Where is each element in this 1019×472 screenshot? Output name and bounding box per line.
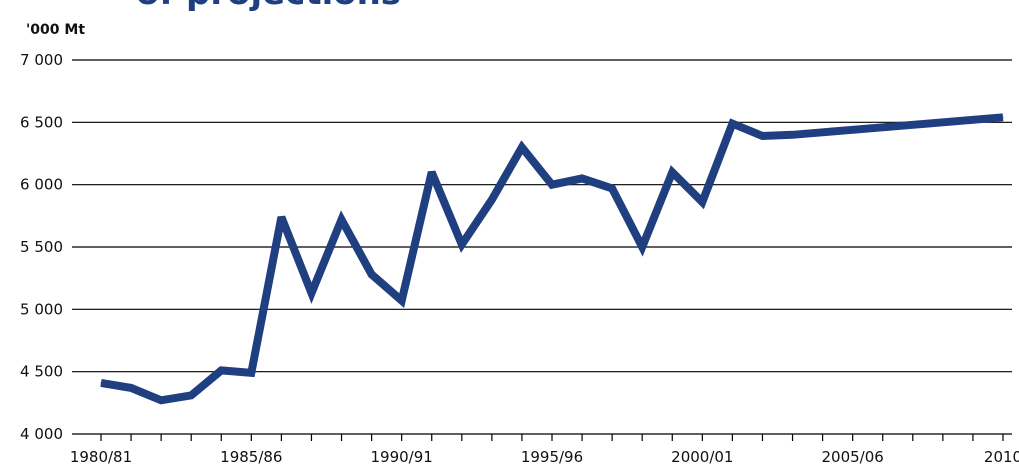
data-point — [761, 135, 763, 137]
y-tick-label: 6 000 — [20, 176, 63, 194]
x-tick-label: 2005/06 — [822, 448, 884, 466]
data-point — [852, 129, 854, 131]
data-point — [731, 123, 733, 125]
data-point — [611, 187, 613, 189]
data-point — [401, 300, 403, 302]
data-point — [942, 121, 944, 123]
data-point — [491, 199, 493, 201]
chart-title-fragment: of projections — [136, 0, 401, 10]
data-point — [431, 171, 433, 173]
x-axis-tick-labels: 1980/81 1985/86 1990/91 1995/96 2000/01 2005/… — [70, 448, 1019, 466]
data-point — [100, 382, 102, 384]
data-point — [190, 394, 192, 396]
data-point — [882, 126, 884, 128]
data-point — [792, 134, 794, 136]
data-point — [822, 131, 824, 133]
data-point — [250, 372, 252, 374]
y-tick-label: 7 000 — [20, 51, 63, 69]
data-point — [701, 201, 703, 203]
data-point — [912, 124, 914, 126]
x-tick-label: 2000/01 — [671, 448, 733, 466]
series-line-0 — [100, 113, 1004, 405]
data-point — [551, 184, 553, 186]
data-point — [1002, 116, 1004, 118]
data-point — [280, 216, 282, 218]
y-tick-label: 5 500 — [20, 238, 63, 256]
y-tick-label: 4 500 — [20, 363, 63, 381]
series-layer — [100, 113, 1004, 405]
data-point — [341, 219, 343, 221]
data-point — [641, 246, 643, 248]
x-tick-label: 1980/81 — [70, 448, 132, 466]
y-tick-label: 6 500 — [20, 113, 63, 131]
y-axis-tick-labels: 4 000 4 500 5 000 5 500 6 000 6 500 7 000 — [20, 51, 63, 443]
y-axis-unit-label: '000 Mt — [26, 22, 86, 38]
data-point — [130, 387, 132, 389]
data-point — [371, 273, 373, 275]
data-point — [160, 399, 162, 401]
data-point — [310, 292, 312, 294]
x-axis-ticks — [100, 434, 1004, 441]
data-point — [581, 177, 583, 179]
data-point — [521, 146, 523, 148]
y-tick-label: 5 000 — [20, 300, 63, 318]
x-tick-label: 2010 — [984, 448, 1019, 466]
data-point — [220, 369, 222, 371]
data-point — [671, 171, 673, 173]
x-tick-label: 1995/96 — [521, 448, 583, 466]
x-tick-label: 1985/86 — [220, 448, 282, 466]
x-tick-label: 1990/91 — [371, 448, 433, 466]
y-tick-label: 4 000 — [20, 425, 63, 443]
data-point — [461, 244, 463, 246]
data-point — [972, 119, 974, 121]
